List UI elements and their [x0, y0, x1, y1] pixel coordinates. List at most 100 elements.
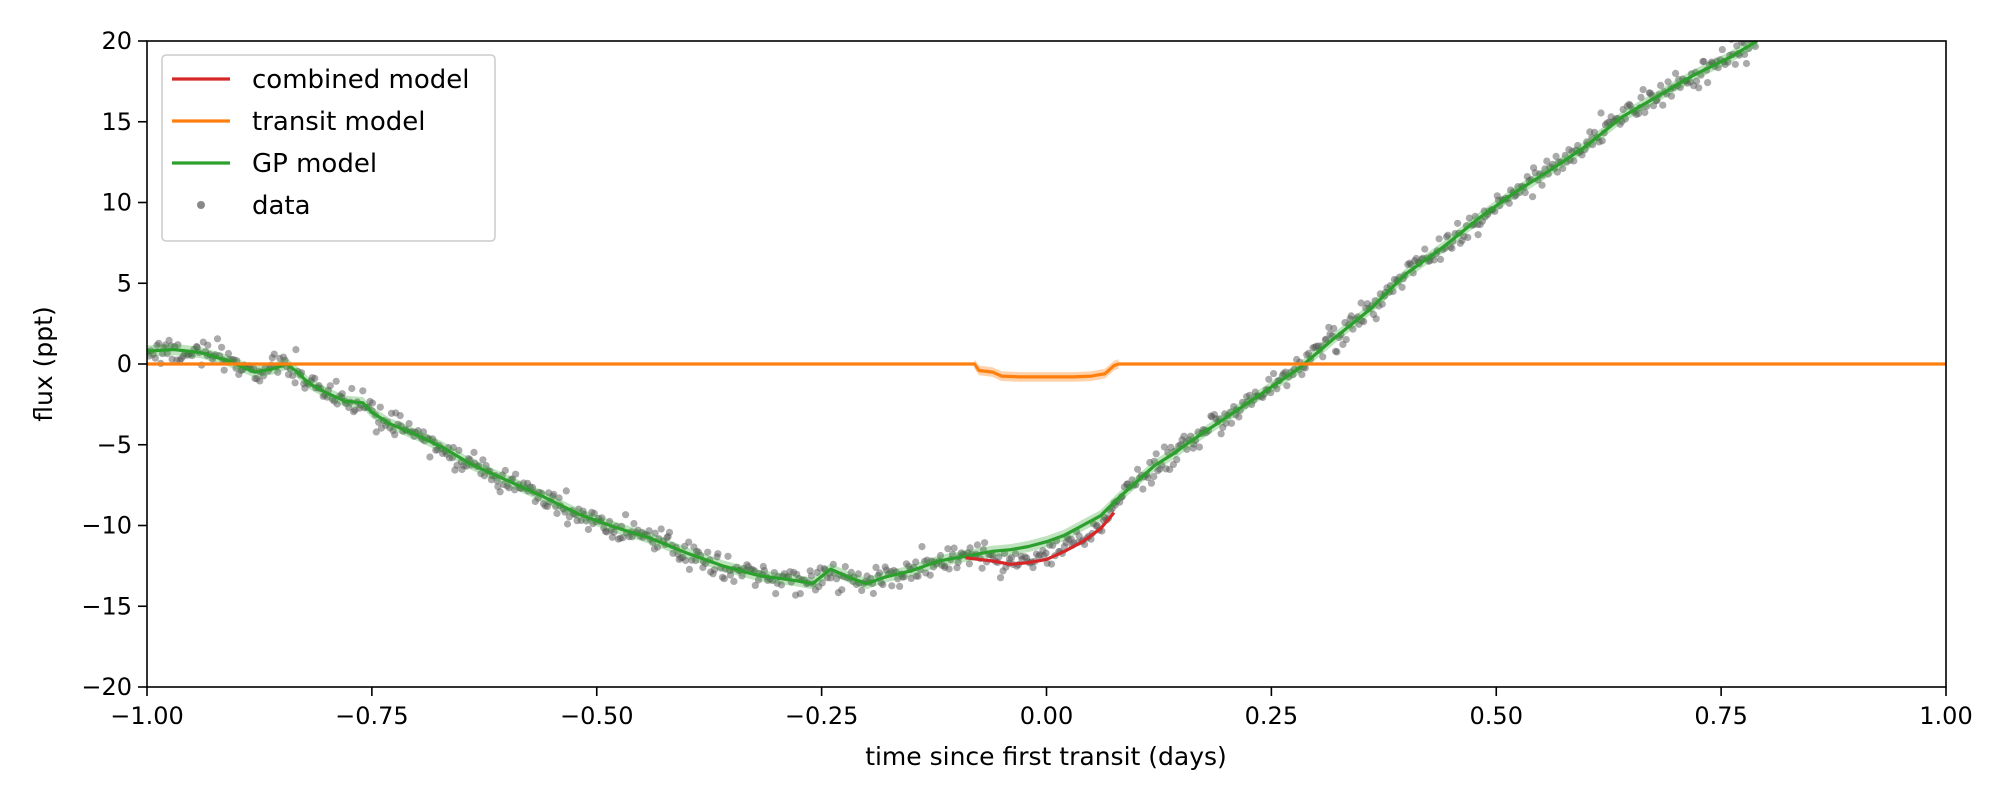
data-point [926, 571, 934, 579]
data-point [1444, 231, 1452, 239]
data-point [981, 539, 989, 547]
data-point [260, 372, 268, 380]
data-point [724, 552, 732, 560]
data-point [1529, 193, 1537, 201]
data-point [872, 563, 880, 572]
data-point [714, 550, 722, 558]
data-point [654, 543, 662, 551]
data-point [1139, 485, 1147, 493]
plot-area [147, 41, 1946, 599]
data-point [338, 390, 346, 398]
data-point [876, 569, 884, 577]
data-point [1731, 60, 1739, 68]
data-point [973, 541, 982, 549]
data-point [1222, 419, 1230, 427]
data-point [807, 572, 815, 580]
data-point [482, 462, 490, 470]
data-point [818, 579, 826, 587]
data-point [751, 581, 759, 590]
data-point [501, 466, 509, 475]
data-point [858, 586, 866, 595]
data-point [1741, 50, 1749, 59]
data-point [777, 581, 786, 589]
data-point [493, 477, 501, 485]
data-point [1430, 256, 1438, 264]
data-point [754, 576, 763, 584]
data-point [1267, 389, 1275, 397]
y-axis: −20 −15 −10 −5 0 5 10 15 20 [81, 27, 147, 701]
y-tick-label: 0 [117, 350, 132, 378]
data-point [1641, 108, 1649, 117]
data-point [405, 420, 413, 428]
data-point [1465, 214, 1473, 222]
data-point [1634, 110, 1643, 118]
data-point [1704, 79, 1712, 87]
legend-label: combined model [252, 65, 469, 95]
data-point [1436, 255, 1445, 263]
data-point [965, 560, 974, 568]
data-point [562, 487, 570, 495]
y-tick-label: 20 [101, 27, 132, 55]
data-point [1283, 382, 1291, 390]
data-point [710, 566, 719, 574]
data-point [1357, 299, 1365, 307]
data-point [692, 557, 700, 565]
data-point [372, 428, 380, 436]
data-point [681, 556, 690, 565]
data-point [584, 525, 593, 534]
data-point [1160, 443, 1168, 451]
data-point [218, 343, 226, 351]
y-tick-label: −10 [81, 512, 132, 540]
data-point [900, 573, 908, 581]
data-point [1333, 348, 1341, 356]
data-point [391, 431, 399, 439]
data-point [256, 377, 264, 385]
data-point [1421, 245, 1429, 253]
legend-label: data [252, 191, 311, 221]
data-point [1672, 69, 1680, 77]
data-point [912, 558, 920, 566]
data-point [291, 379, 299, 387]
data-point [838, 586, 846, 594]
data-point [841, 563, 849, 571]
data-point [1667, 92, 1676, 100]
data-point [1693, 77, 1701, 85]
x-tick-label: 0.25 [1245, 702, 1298, 730]
data-point [333, 400, 341, 408]
data-point [1042, 549, 1050, 557]
data-point [455, 446, 463, 454]
data-point [270, 350, 278, 358]
x-tick-label: 1.00 [1919, 702, 1972, 730]
data-point [1590, 128, 1599, 136]
data-point [1349, 325, 1357, 333]
y-axis-label: flux (ppt) [29, 306, 58, 421]
data-point [376, 403, 384, 411]
data-point [1574, 141, 1582, 150]
data-point [188, 352, 196, 360]
data-point [1552, 152, 1560, 160]
data-point [1298, 371, 1306, 379]
data-point [598, 514, 606, 522]
data-point [151, 354, 159, 362]
data-point [996, 574, 1005, 582]
data-point [1235, 413, 1243, 421]
y-tick-label: −20 [81, 673, 132, 701]
y-tick-label: 10 [101, 189, 132, 217]
data-point [1150, 473, 1158, 481]
data-point [657, 525, 665, 533]
data-point [1134, 465, 1142, 473]
data-point [978, 564, 986, 572]
data-point [419, 428, 428, 436]
data-point [396, 412, 404, 420]
data-point [165, 336, 173, 344]
data-point [174, 341, 182, 349]
x-tick-label: 0.50 [1470, 702, 1523, 730]
data-point [950, 544, 958, 552]
data-point [1265, 375, 1273, 383]
data-point [1180, 432, 1188, 440]
data-point [289, 372, 297, 380]
data-point [1474, 231, 1482, 239]
x-tick-label: 0.00 [1020, 702, 1073, 730]
data-point [896, 582, 904, 591]
data-point [1152, 450, 1160, 458]
